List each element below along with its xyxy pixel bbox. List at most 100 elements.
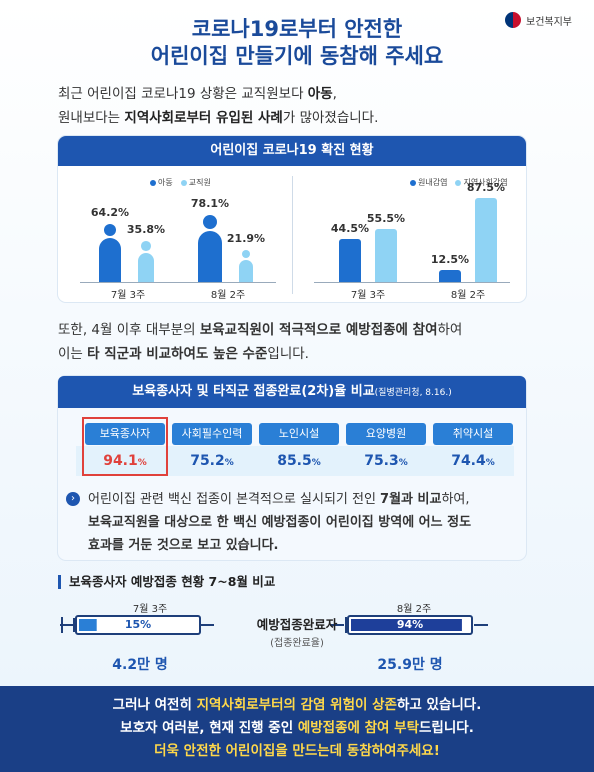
left-period: 7월 3주 [132, 604, 168, 615]
value-number: 75.3 [364, 453, 399, 469]
footer-l2a: 보호자 여러분, 현재 진행 중인 [120, 720, 298, 736]
footer-banner: 그러나 여전히 지역사회로부터의 감염 위험이 상존하고 있습니다. 보호자 여… [0, 686, 594, 772]
value-unit: % [137, 458, 147, 468]
data-label: 78.1% [190, 196, 230, 210]
legend-label: 원내감염 [418, 178, 448, 187]
group-label: 사회필수인력 [172, 423, 252, 445]
intro-l2a: 원내보다는 [58, 110, 125, 126]
legend-label: 아동 [158, 178, 173, 187]
chart-divider [292, 176, 293, 294]
ministry-name: 보건복지부 [526, 16, 572, 28]
footer-l2c: 드립니다. [419, 720, 474, 736]
note-l1b: 7월과 비교 [380, 492, 442, 507]
group-value: 74.4% [433, 448, 513, 474]
mid-l2a: 이는 [58, 346, 88, 362]
chart-legend: 아동 교직원 [150, 177, 211, 188]
bar [439, 270, 461, 282]
legend-dot [180, 179, 187, 186]
right-syringe-icon [330, 615, 488, 635]
intro-l1c: , [332, 86, 337, 102]
right-count: 25.9만 명 [377, 657, 443, 673]
covid-chart-card: 어린이집 코로나19 확진 현황 [58, 136, 526, 302]
left-fill-bar [79, 619, 97, 631]
person-body [238, 260, 254, 282]
center-label: 예방접종완료자 [256, 617, 338, 632]
intro-l2b: 지역사회로부터 유입된 사례 [124, 110, 283, 126]
value-unit: % [398, 458, 408, 468]
mid-l2c: 입니다. [267, 346, 309, 362]
mid-l1a: 또한, 4월 이후 대부분의 [58, 322, 200, 338]
legend-item: 교직원 [180, 177, 211, 188]
person-icon [137, 241, 155, 282]
value-number: 85.5 [277, 453, 312, 469]
syringes-svg [60, 615, 488, 635]
data-label: 44.5% [330, 222, 370, 236]
mid-text: 또한, 4월 이후 대부분의 보육교직원이 적극적으로 예방접종에 참여하여 이… [58, 318, 462, 366]
data-label: 55.5% [366, 211, 406, 225]
bar [475, 198, 497, 282]
data-label: 87.5% [466, 181, 506, 194]
bar [339, 239, 361, 282]
person-body [137, 253, 155, 282]
chart-axis [314, 282, 510, 283]
title-line-2: 어린이집 만들기에 동참해 주세요 [150, 44, 444, 68]
value-row-bg [76, 446, 514, 476]
legend-label: 교직원 [188, 178, 211, 187]
x-tick-label: 8월 2주 [210, 290, 246, 301]
group-label: 취약시설 [433, 423, 513, 445]
value-unit: % [311, 458, 321, 468]
left-syringe-icon [60, 615, 214, 635]
bar [375, 228, 397, 282]
person-head [241, 249, 251, 259]
x-tick-label: 8월 2주 [450, 290, 486, 301]
data-label: 64.2% [90, 205, 130, 219]
page-title: 코로나19로부터 안전한 어린이집 만들기에 동참해 주세요 [0, 16, 594, 70]
value-number: 74.4 [451, 453, 486, 469]
data-label: 35.8% [126, 223, 166, 237]
intro-l1a: 최근 어린이집 코로나19 상황은 교직원보다 [58, 86, 308, 102]
person-head [141, 241, 151, 252]
chart-card-title: 어린이집 코로나19 확진 현황 [58, 136, 526, 166]
left-count: 4.2만 명 [112, 657, 168, 673]
group-value: 75.2% [172, 448, 252, 474]
legend-label: 지역사회감염 [463, 178, 508, 187]
footer-l1a: 그러나 여전히 [112, 697, 197, 713]
note-l1a: 어린이집 관련 백신 접종이 본격적으로 실시되기 전인 [88, 492, 381, 507]
group-value: 85.5% [259, 448, 339, 474]
value-number: 75.2 [190, 453, 225, 469]
mid-l1c: 하여 [437, 322, 463, 338]
footer-l2b: 예방접종에 참여 부탁 [297, 720, 420, 736]
group-value: 94.1% [85, 448, 165, 474]
value-unit: % [485, 458, 495, 468]
footer-l3: 더욱 안전한 어린이집을 만드는데 동참하여주세요! [154, 743, 440, 759]
chart-axis [80, 282, 276, 283]
group-label: 노인시설 [259, 423, 339, 445]
x-tick-label: 7월 3주 [110, 290, 146, 301]
mid-l1b: 보육교직원이 적극적으로 예방접종에 참여 [199, 322, 438, 338]
legend-item: 원내감염 [410, 177, 447, 188]
comparison-note: 어린이집 관련 백신 접종이 본격적으로 실시되기 전인 7월과 비교하여, 보… [88, 488, 528, 557]
group-value: 75.3% [346, 448, 426, 474]
legend-item: 아동 [150, 177, 173, 188]
comparison-title-text: 보육종사자 및 타직군 접종완료(2차)율 비교 [132, 384, 375, 399]
footer-l1b: 지역사회로부터의 감염 위험이 상존 [196, 697, 397, 713]
taegeuk-icon [505, 12, 521, 28]
legend-dot [455, 179, 462, 186]
group-label: 보육종사자 [85, 423, 165, 445]
group-label: 요양병원 [346, 423, 426, 445]
ministry-logo: 보건복지부 [505, 12, 572, 28]
note-l1c: 하여, [441, 492, 470, 507]
mid-l2b: 타 직군과 비교하여도 높은 수준 [87, 346, 268, 362]
legend-dot [410, 179, 416, 186]
person-icon [99, 223, 121, 282]
person-icon [238, 249, 254, 282]
chevron-right-icon: › [66, 492, 80, 506]
highlight-box [82, 417, 168, 476]
person-head [103, 223, 117, 237]
footer-l1c: 하고 있습니다. [396, 697, 482, 713]
intro-l2c: 가 많아졌습니다. [282, 110, 379, 126]
person-body [198, 230, 222, 282]
intro-l1b: 아동 [307, 86, 333, 102]
note-l2: 보육교직원을 대상으로 한 백신 예방접종이 어린이집 방역에 어느 정도 [88, 515, 472, 530]
value-number: 94.1 [103, 453, 138, 469]
